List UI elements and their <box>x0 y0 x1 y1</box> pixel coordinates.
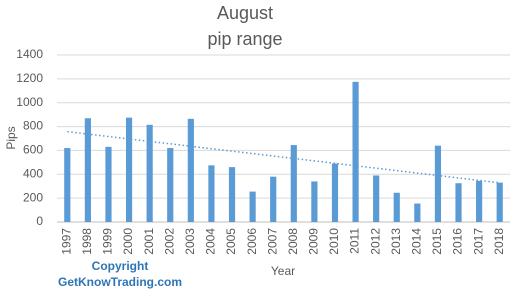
x-tick-label: 2016 <box>451 228 465 255</box>
bar <box>125 117 133 222</box>
bar <box>455 183 462 222</box>
bar <box>434 145 442 222</box>
x-tick-label: 2005 <box>224 228 238 255</box>
y-tick-label: 600 <box>23 143 43 157</box>
bar <box>311 181 318 222</box>
trendline <box>67 130 500 184</box>
y-tick-label: 400 <box>23 166 43 180</box>
x-tick-label: 2007 <box>265 228 279 255</box>
bar <box>352 81 359 222</box>
x-tick-label: 1997 <box>59 228 73 255</box>
x-tick-label: 2008 <box>286 228 300 255</box>
chart-title: August <box>217 3 273 23</box>
copyright-note: GetKnowTrading.com <box>58 275 182 289</box>
y-tick-label: 1400 <box>16 47 43 61</box>
x-tick-label: 2001 <box>142 228 156 255</box>
y-axis-label: Pips <box>4 126 18 149</box>
chart-title: pip range <box>207 29 282 49</box>
y-tick-label: 200 <box>23 190 43 204</box>
bar <box>228 167 236 222</box>
bar <box>105 146 112 222</box>
bar <box>167 148 174 222</box>
x-tick-label: 2002 <box>162 228 176 255</box>
y-tick-label: 1200 <box>16 71 43 85</box>
bar <box>496 182 503 222</box>
bar <box>208 165 215 222</box>
bar <box>270 176 277 222</box>
y-tick-label: 0 <box>36 214 43 228</box>
x-tick-label: 2014 <box>410 228 424 255</box>
x-tick-label: 2006 <box>245 228 259 255</box>
x-tick-label: 1998 <box>80 228 94 255</box>
x-tick-label: 2011 <box>348 228 362 254</box>
bar <box>290 145 297 222</box>
x-tick-label: 2017 <box>471 228 485 255</box>
x-tick-label: 2018 <box>492 228 506 255</box>
bar <box>84 118 91 222</box>
bar <box>146 124 153 222</box>
x-tick-label: 2010 <box>327 228 341 255</box>
y-tick-label: 800 <box>23 119 43 133</box>
bar <box>249 191 256 222</box>
x-tick-label: 2003 <box>183 228 197 255</box>
x-tick-label: 2012 <box>368 228 382 255</box>
bar <box>393 192 400 222</box>
x-tick-label: 2015 <box>430 228 444 255</box>
x-axis-label: Year <box>271 264 295 278</box>
y-tick-label: 1000 <box>16 95 43 109</box>
bar <box>331 163 339 222</box>
x-tick-label: 2004 <box>204 228 218 255</box>
bar <box>187 118 194 222</box>
x-tick-label: 2013 <box>389 228 403 255</box>
x-tick-label: 1999 <box>101 228 115 255</box>
bar <box>64 148 71 222</box>
x-tick-label: 2000 <box>121 228 135 255</box>
x-tick-label: 2009 <box>307 228 321 255</box>
bar <box>476 180 483 222</box>
copyright-note: Copyright <box>92 259 149 273</box>
bar <box>414 203 421 222</box>
bar <box>373 175 380 222</box>
